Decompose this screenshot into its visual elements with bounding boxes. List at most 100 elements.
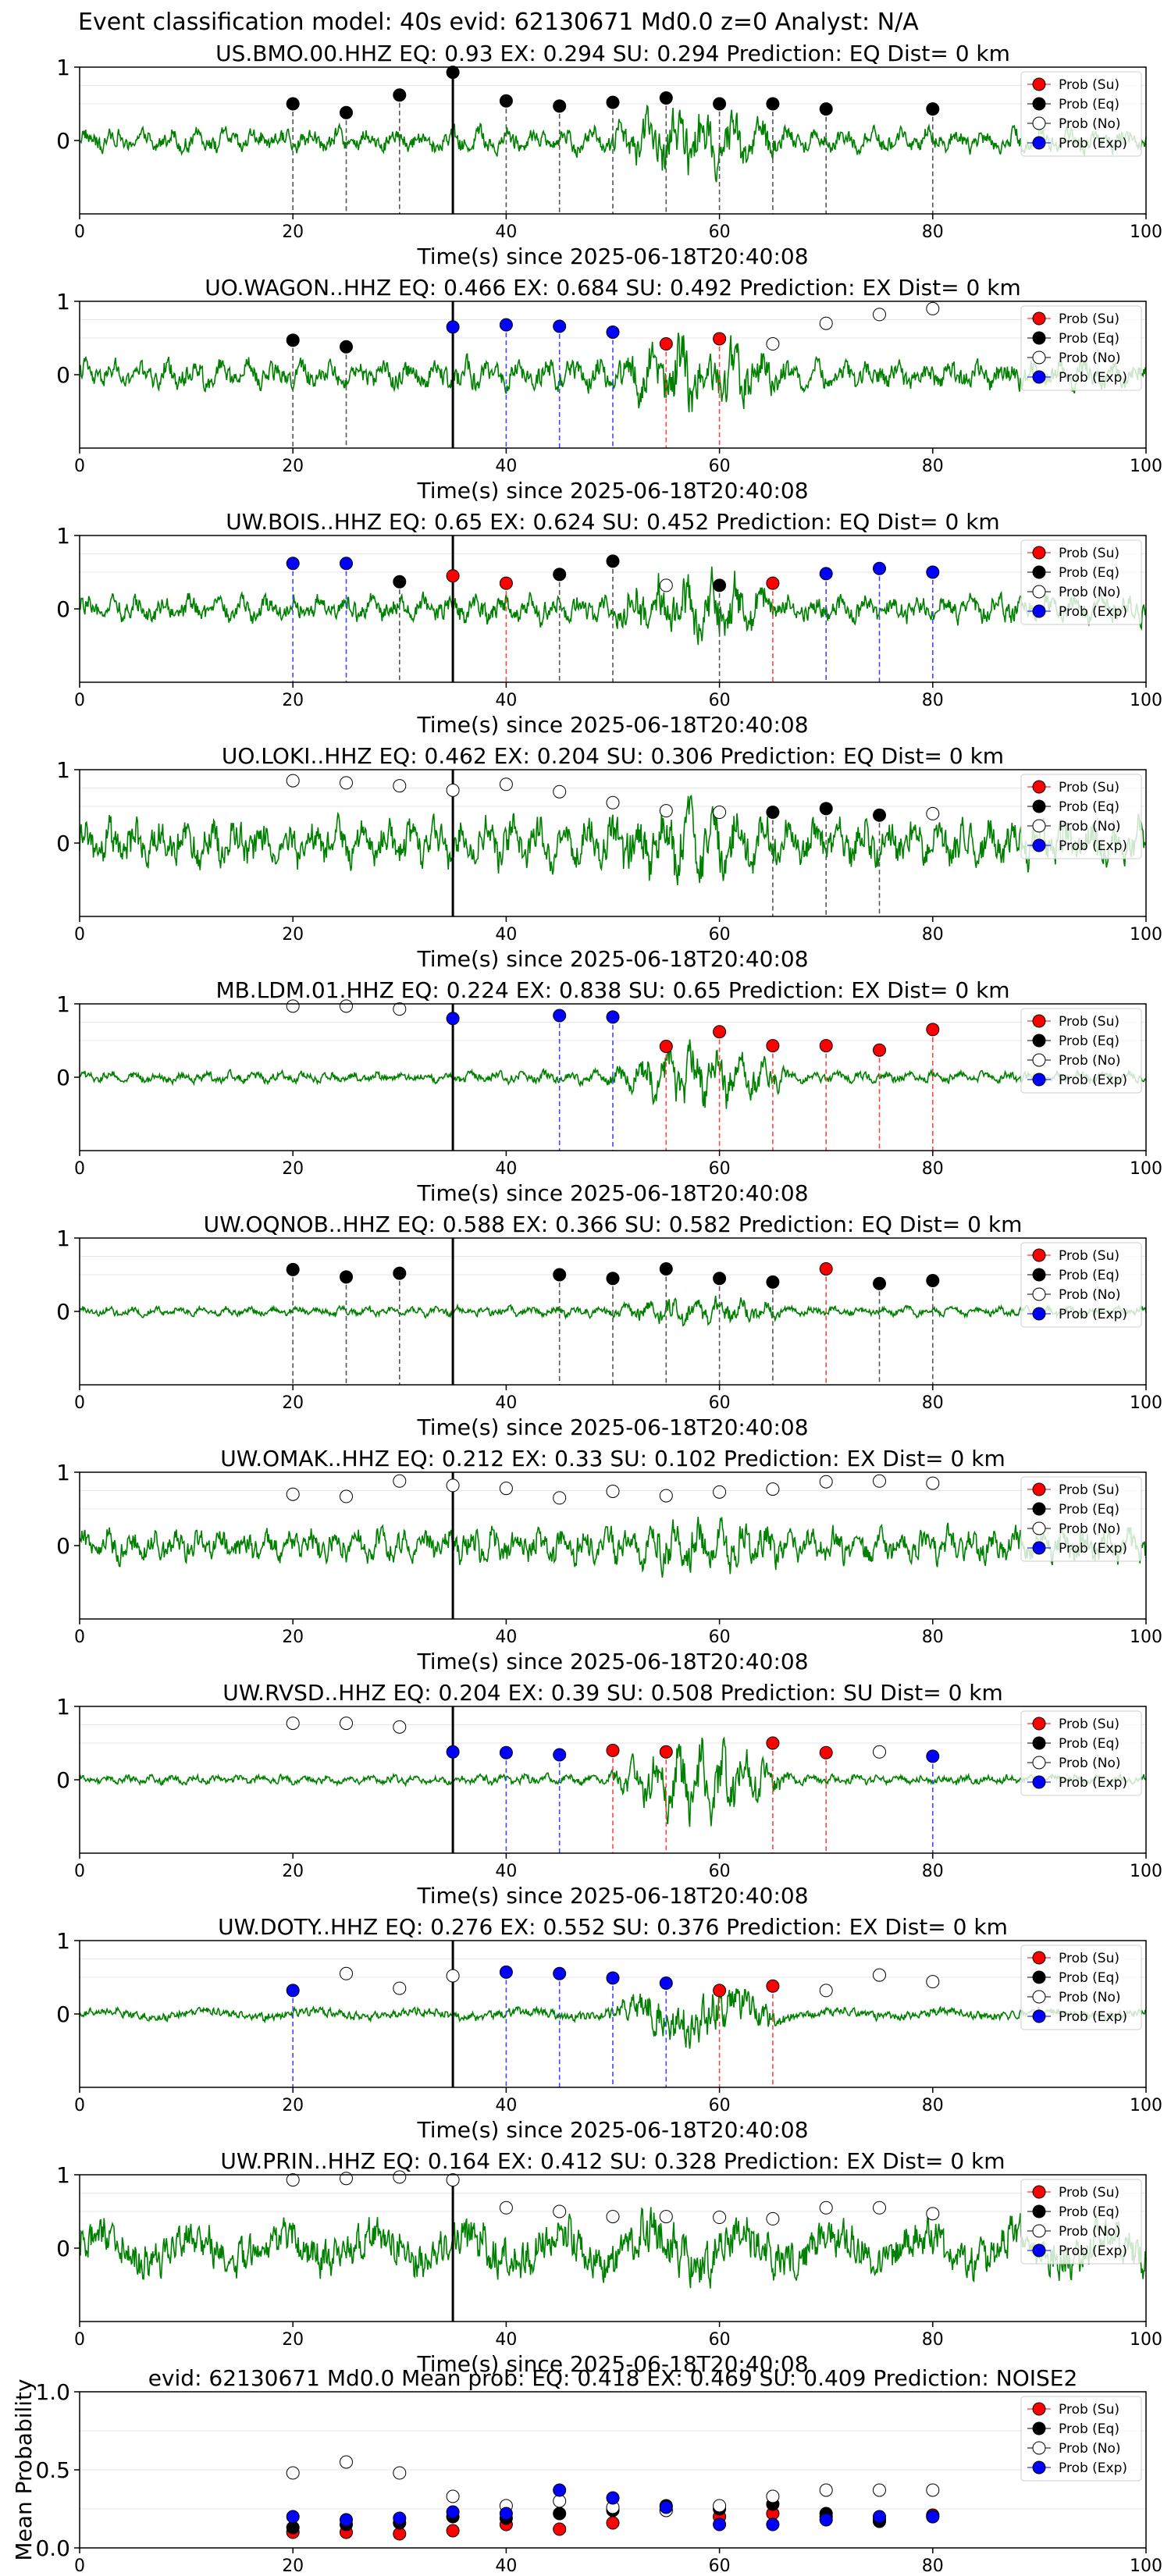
legend-marker-su (1032, 780, 1046, 794)
prob-point-eq (286, 97, 300, 111)
x-tick-label: 20 (282, 457, 304, 476)
x-tick-label: 20 (282, 1159, 304, 1179)
legend-marker-eq (1032, 97, 1046, 111)
prob-point-su (713, 1984, 727, 1998)
x-axis-label: Time(s) since 2025-06-18T20:40:08 (416, 946, 808, 972)
prob-point-no (819, 2201, 833, 2215)
prob-point-eq (606, 1272, 620, 1286)
legend: Prob (Su) Prob (Eq) Prob (No) Prob (Exp) (1020, 71, 1142, 157)
x-tick-label: 100 (1130, 222, 1162, 242)
prob-point-eq (819, 802, 833, 816)
prob-point-no (766, 2211, 780, 2226)
prob-point-eq (713, 1272, 727, 1286)
y-tick-label: 1 (56, 1694, 70, 1720)
legend-marker-su (1032, 1482, 1046, 1496)
prob-point-su (766, 1736, 780, 1750)
x-tick-label: 60 (709, 457, 731, 476)
y-tick-label: 0 (56, 2001, 70, 2027)
x-tick-label: 20 (282, 925, 304, 945)
legend-label-no: Prob (No) (1059, 116, 1121, 132)
mean-point-exp (713, 2517, 727, 2532)
prob-point-no (873, 308, 886, 322)
mean-point-exp (606, 2491, 620, 2505)
x-tick-label: 40 (495, 2556, 517, 2576)
prob-point-exp (926, 1749, 940, 1763)
prob-point-no (340, 1966, 353, 1980)
legend-marker-eq (1032, 2421, 1046, 2435)
prob-point-no (659, 804, 673, 818)
x-tick-label: 60 (709, 1393, 731, 1413)
prob-point-no (340, 2172, 353, 2186)
prob-point-exp (446, 320, 460, 334)
prob-point-exp (553, 1748, 567, 1762)
legend-label-eq: Prob (Eq) (1059, 1502, 1119, 1517)
prob-point-no (393, 1474, 407, 1488)
prob-point-exp (606, 325, 620, 339)
panel-title: UW.OMAK..HHZ EQ: 0.212 EX: 0.33 SU: 0.10… (220, 1446, 1005, 1471)
prob-point-su (766, 1979, 780, 1993)
prob-point-su (659, 1745, 673, 1759)
mean-point-su (446, 2524, 460, 2538)
x-tick-label: 40 (495, 2330, 517, 2350)
mean-probability-panel: evid: 62130671 Md0.0 Mean prob: EQ: 0.41… (11, 2365, 1162, 2576)
x-tick-label: 100 (1130, 691, 1162, 710)
panel-title: UO.WAGON..HHZ EQ: 0.466 EX: 0.684 SU: 0.… (205, 275, 1021, 301)
mean-point-exp (499, 2507, 513, 2521)
prob-point-no (659, 1489, 673, 1503)
legend-marker-no (1032, 2224, 1046, 2238)
x-tick-label: 40 (495, 222, 517, 242)
legend-marker-su (1032, 77, 1046, 91)
mean-point-exp (446, 2505, 460, 2519)
legend-marker-eq (1032, 1268, 1046, 1282)
prob-point-exp (553, 1009, 567, 1023)
x-tick-label: 20 (282, 1628, 304, 1647)
prob-point-no (499, 2201, 513, 2215)
x-tick-label: 20 (282, 691, 304, 710)
prob-point-exp (553, 319, 567, 333)
legend-label-su: Prob (Su) (1059, 2185, 1119, 2201)
x-tick-label: 100 (1130, 1628, 1162, 1647)
y-tick-label: 1 (56, 2162, 70, 2188)
legend-label-su: Prob (Su) (1059, 780, 1119, 795)
panel-title: UO.LOKI..HHZ EQ: 0.462 EX: 0.204 SU: 0.3… (222, 743, 1004, 769)
prob-point-no (286, 1717, 300, 1731)
prob-point-no (286, 1487, 300, 1501)
prob-point-no (873, 2201, 886, 2215)
mean-point-no (340, 2455, 353, 2469)
y-tick-label: 0 (56, 362, 70, 388)
prob-point-eq (766, 1275, 780, 1289)
legend-marker-su (1032, 1951, 1046, 1965)
x-tick-label: 80 (922, 1393, 944, 1413)
y-tick-label: 0 (56, 128, 70, 154)
legend: Prob (Su) Prob (Eq) Prob (No) Prob (Exp) (1020, 305, 1142, 391)
x-tick-label: 100 (1130, 1862, 1162, 1881)
station-panel: UW.DOTY..HHZ EQ: 0.276 EX: 0.552 SU: 0.3… (56, 1914, 1162, 2143)
x-tick-label: 80 (922, 2330, 944, 2350)
legend-label-exp: Prob (Exp) (1059, 604, 1127, 620)
x-tick-label: 100 (1130, 2330, 1162, 2350)
legend: Prob (Su) Prob (Eq) Prob (No) Prob (Exp) (1020, 539, 1142, 625)
legend-marker-su (1032, 546, 1046, 560)
panels: US.BMO.00.HHZ EQ: 0.93 EX: 0.294 SU: 0.2… (11, 41, 1162, 2576)
prob-point-no (393, 779, 407, 793)
mean-point-no (286, 2466, 300, 2480)
x-tick-label: 60 (709, 925, 731, 945)
prob-point-eq (659, 91, 673, 105)
panel-title: UW.DOTY..HHZ EQ: 0.276 EX: 0.552 SU: 0.3… (218, 1914, 1008, 1940)
mean-point-no (766, 2489, 780, 2503)
prob-point-eq (393, 1266, 407, 1280)
legend-label-no: Prob (No) (1059, 2224, 1121, 2240)
x-tick-label: 100 (1130, 2096, 1162, 2115)
y-tick-label: 0.5 (35, 2457, 70, 2483)
legend-label-eq: Prob (Eq) (1059, 799, 1119, 815)
prob-point-exp (446, 1745, 460, 1759)
legend-marker-eq (1032, 565, 1046, 579)
figure-suptitle: Event classification model: 40s evid: 62… (78, 9, 919, 36)
prob-point-eq (393, 575, 407, 589)
prob-point-exp (659, 1976, 673, 1991)
prob-point-no (446, 2173, 460, 2187)
legend-label-exp: Prob (Exp) (1059, 838, 1127, 854)
legend-marker-eq (1032, 1502, 1046, 1516)
x-tick-label: 0 (74, 691, 85, 710)
